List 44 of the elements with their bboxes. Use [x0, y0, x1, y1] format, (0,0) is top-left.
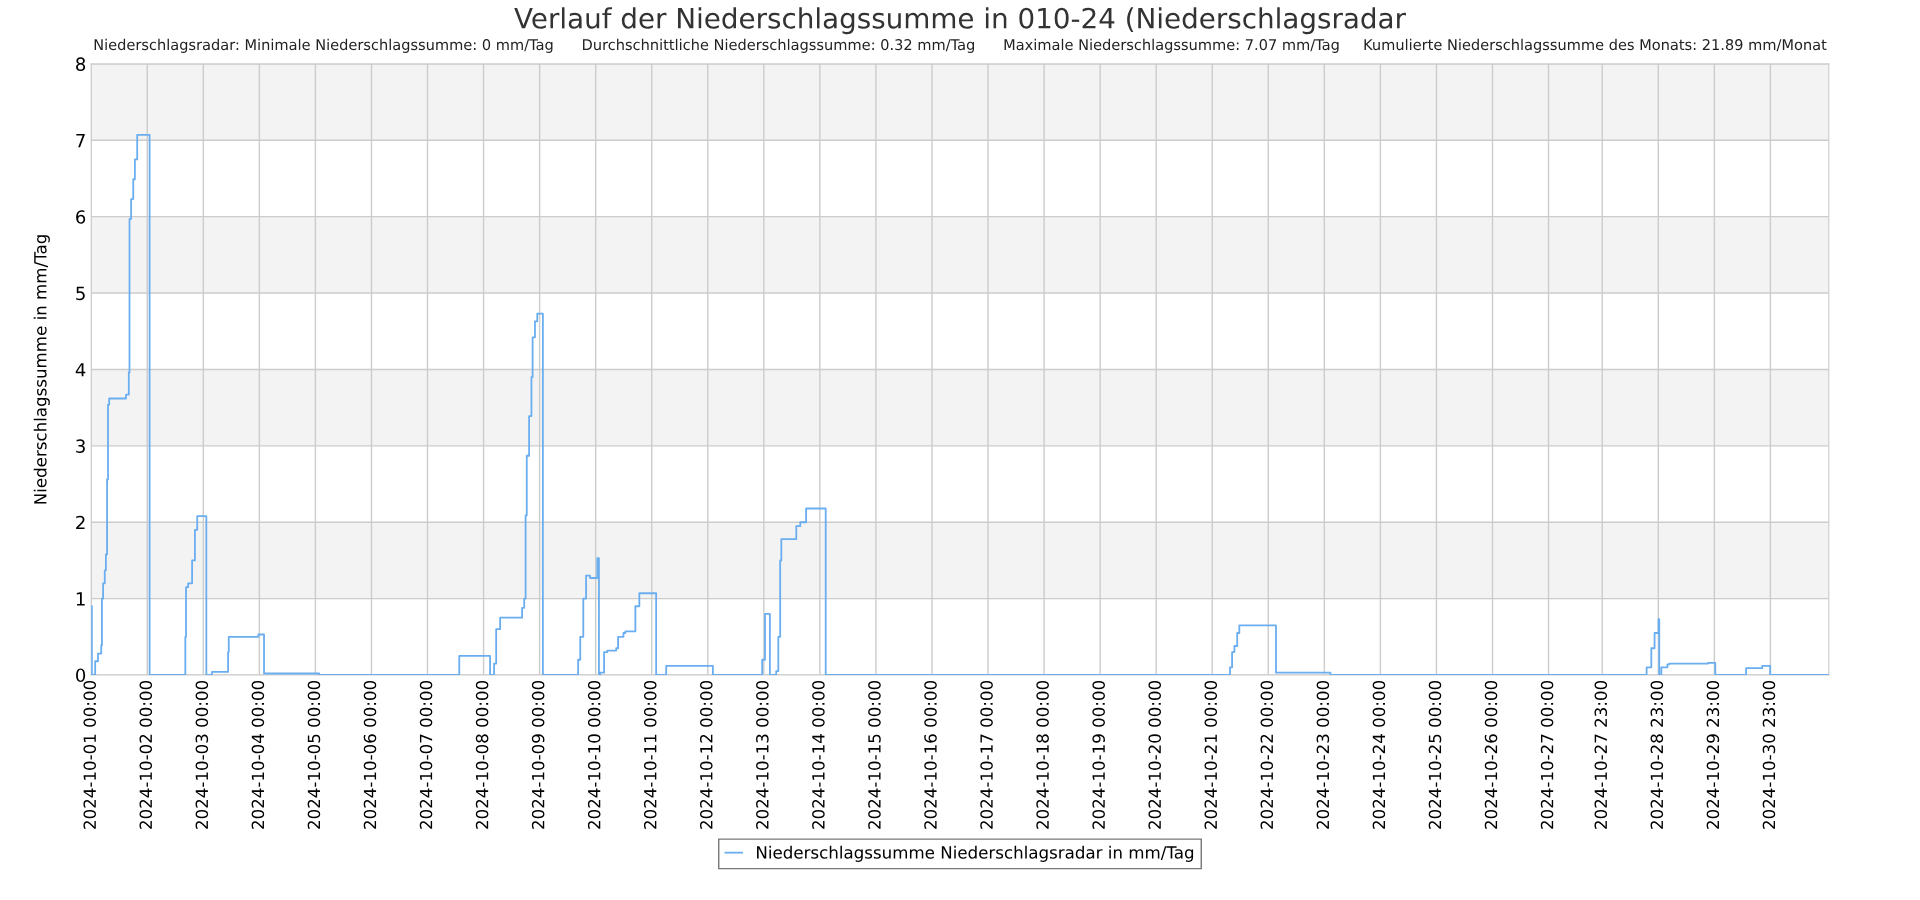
x-tick-label: 2024-10-04 00:00 [251, 680, 265, 829]
x-tick-label: 2024-10-10 00:00 [587, 680, 601, 829]
y-tick-label: 3 [76, 439, 85, 453]
x-tick-label: 2024-10-25 00:00 [1428, 680, 1442, 829]
x-tick-label: 2024-10-19 00:00 [1092, 680, 1105, 829]
x-tick-label: 2024-10-28 23:00 [1650, 680, 1664, 829]
chart-title: Verlauf der Niederschlagssumme in 010-24 (Niederschlagsradar [514, 7, 1406, 35]
x-tick-label: 2024-10-23 00:00 [1316, 680, 1330, 829]
x-tick-label: 2024-10-11 00:00 [643, 680, 657, 829]
x-tick-label: 2024-10-22 00:00 [1260, 680, 1274, 829]
x-tick-label: 2024-10-20 00:00 [1148, 680, 1162, 829]
y-tick-label: 2 [76, 515, 85, 530]
x-tick-label: 2024-10-27 00:00 [1540, 680, 1554, 829]
x-tick-label: 2024-10-07 00:00 [419, 680, 433, 829]
x-tick-label: 2024-10-21 00:00 [1204, 680, 1218, 829]
x-tick-label: 2024-10-12 00:00 [700, 680, 713, 829]
x-tick-label: 2024-10-16 00:00 [924, 680, 937, 829]
x-tick-label: 2024-10-06 00:00 [363, 680, 377, 829]
x-tick-label: 2024-10-01 00:00 [83, 680, 97, 829]
y-tick-label: 8 [76, 57, 86, 72]
x-tick-label: 2024-10-15 00:00 [868, 680, 881, 829]
x-tick-label: 2024-10-13 00:00 [756, 680, 769, 829]
x-tick-label: 2024-10-02 00:00 [139, 680, 153, 829]
chart-subtitle: Niederschlagsradar: Minimale Niederschlagssumme: 0 mm/Tag Durchschnittliche Niederschlagssumme: 0.32 mm/Tag Maximale Niederschlagssumme: 7.07 mm/Tag Kumulierte Niederschlagssumme des Monats: 21.89 mm/Monat [94, 38, 1827, 53]
x-tick-label: 2024-10-29 23:00 [1706, 680, 1720, 829]
x-tick-label: 2024-10-03 00:00 [195, 680, 209, 829]
x-tick-label: 2024-10-26 00:00 [1484, 680, 1498, 829]
legend-label: Niederschlagssumme Niederschlagsradar in mm/Tag [757, 845, 1194, 862]
x-tick-label: 2024-10-05 00:00 [307, 680, 321, 829]
x-tick-label: 2024-10-27 23:00 [1594, 680, 1608, 829]
y-axis-title: Niederschlagssumme in mm/Tag [33, 235, 50, 504]
y-tick-label: 6 [76, 210, 86, 224]
x-tick-label: 2024-10-24 00:00 [1372, 680, 1386, 829]
x-tick-label: 2024-10-30 23:00 [1762, 680, 1776, 829]
x-tick-label: 2024-10-17 00:00 [980, 680, 993, 829]
x-tick-label: 2024-10-14 00:00 [812, 680, 825, 829]
y-tick-label: 5 [76, 286, 85, 301]
y-tick-label: 4 [75, 363, 86, 377]
x-tick-label: 2024-10-09 00:00 [531, 680, 545, 829]
y-tick-label: 1 [76, 592, 85, 606]
y-tick-label: 0 [76, 668, 86, 683]
x-tick-label: 2024-10-18 00:00 [1036, 680, 1049, 829]
y-tick-label: 7 [76, 133, 85, 148]
x-tick-label: 2024-10-08 00:00 [475, 680, 489, 829]
